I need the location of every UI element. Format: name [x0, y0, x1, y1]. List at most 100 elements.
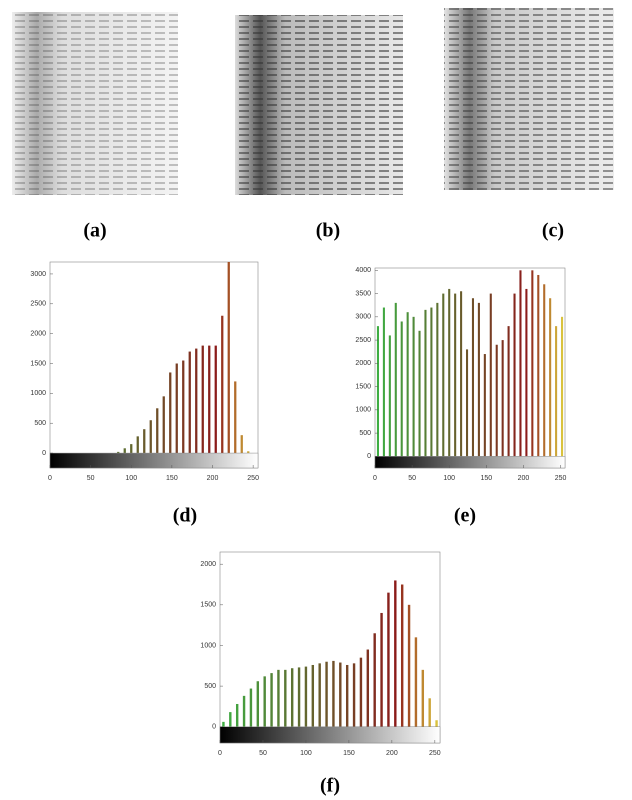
bar	[519, 270, 522, 457]
y-tick-label: 1000	[200, 642, 216, 649]
plot-frame	[374, 267, 566, 469]
y-tick-label: 500	[204, 683, 216, 690]
bar	[560, 316, 564, 457]
panel-label: (e)	[454, 505, 476, 527]
bar	[376, 326, 380, 457]
bar	[412, 316, 415, 457]
bar	[373, 633, 376, 727]
bar	[400, 584, 404, 727]
panel-label: (a)	[83, 220, 106, 242]
bar	[214, 345, 217, 454]
x-tick-label: 200	[518, 475, 530, 482]
bar	[130, 444, 133, 454]
bar	[483, 354, 486, 457]
bar	[448, 288, 451, 457]
bar	[249, 688, 253, 727]
x-tick-label: 200	[386, 750, 398, 757]
y-tick-label: 3000	[355, 314, 371, 321]
bar	[418, 330, 421, 457]
x-tick-label: 150	[480, 475, 492, 482]
bar	[495, 344, 498, 457]
bar	[284, 669, 287, 727]
bar	[325, 661, 328, 727]
bar	[182, 360, 185, 454]
x-tick-label: 50	[408, 475, 416, 482]
bar	[136, 436, 139, 454]
bar	[297, 667, 301, 727]
bar	[234, 381, 237, 454]
bar	[460, 291, 463, 457]
y-tick-label: 2000	[200, 561, 216, 568]
bar	[240, 435, 243, 454]
bar	[117, 451, 120, 454]
y-tick-label: 2500	[30, 301, 46, 308]
y-tick-label: 1500	[200, 602, 216, 609]
y-tick-label: 1000	[355, 407, 371, 414]
bar	[169, 372, 172, 454]
x-tick-label: 0	[218, 750, 222, 757]
y-tick-label: 500	[34, 420, 46, 427]
bar	[318, 663, 321, 727]
y-tick-label: 0	[367, 453, 371, 460]
bar	[263, 676, 266, 727]
bar	[304, 666, 308, 727]
bar	[489, 293, 492, 457]
x-tick-label: 200	[207, 475, 219, 482]
bar	[555, 326, 558, 457]
panel-label: (d)	[173, 505, 197, 527]
bar	[222, 721, 225, 727]
x-tick-label: 0	[48, 475, 52, 482]
y-tick-label: 3500	[355, 290, 371, 297]
bar	[421, 669, 425, 727]
bar	[406, 312, 409, 457]
bar	[235, 703, 239, 727]
y-tick-label: 2500	[355, 337, 371, 344]
bar	[221, 315, 224, 454]
bar	[501, 340, 504, 457]
y-tick-label: 0	[42, 450, 46, 457]
bar	[366, 649, 370, 727]
y-tick-label: 1500	[355, 383, 371, 390]
y-tick-label: 1000	[30, 390, 46, 397]
x-tick-label: 100	[300, 750, 312, 757]
bar	[208, 345, 211, 454]
bar	[256, 681, 260, 727]
bar	[162, 396, 165, 454]
bar	[123, 448, 126, 454]
x-tick-label: 50	[259, 750, 267, 757]
y-tick-label: 2000	[355, 360, 371, 367]
bar	[380, 612, 383, 727]
x-tick-label: 250	[555, 475, 567, 482]
x-tick-label: 0	[373, 475, 377, 482]
y-tick-label: 500	[359, 430, 371, 437]
bar	[513, 293, 516, 457]
bar	[277, 669, 280, 727]
bar	[359, 657, 363, 727]
bar	[388, 335, 391, 457]
bar	[394, 302, 397, 457]
bar	[435, 720, 438, 727]
bar	[247, 451, 250, 454]
bar	[430, 307, 433, 457]
bar	[143, 429, 146, 454]
bar	[454, 293, 457, 457]
bar	[195, 348, 198, 454]
x-tick-label: 100	[443, 475, 455, 482]
bar	[436, 302, 439, 457]
bar	[537, 274, 540, 457]
plot-frame	[219, 551, 441, 744]
bar	[149, 420, 152, 454]
bar	[290, 668, 294, 727]
y-tick-label: 1500	[30, 360, 46, 367]
bar	[339, 662, 342, 727]
bar	[242, 695, 246, 727]
y-tick-label: 4000	[355, 267, 371, 274]
y-tick-label: 3000	[30, 271, 46, 278]
x-tick-label: 150	[166, 475, 178, 482]
bar	[543, 284, 546, 457]
bar	[471, 298, 475, 457]
bar	[507, 326, 510, 457]
image-b	[235, 15, 403, 195]
image-a	[12, 12, 178, 195]
